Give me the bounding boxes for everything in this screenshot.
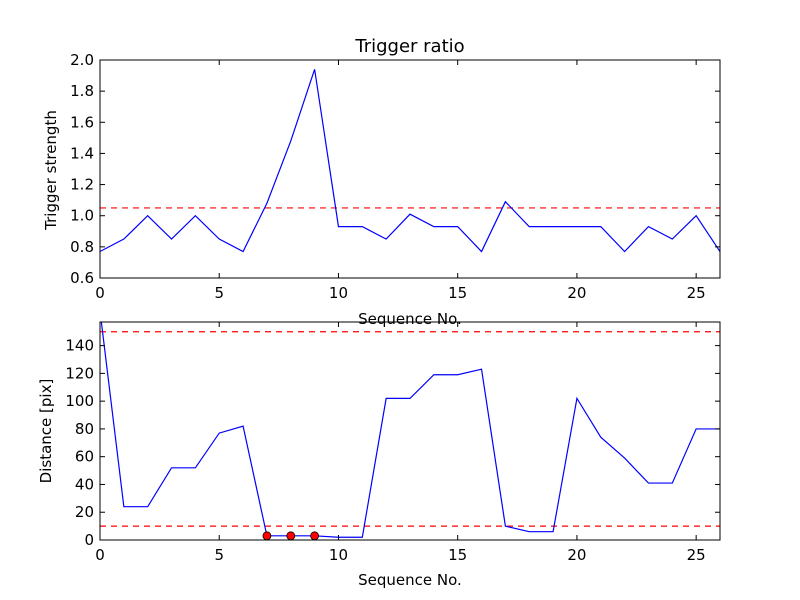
y-tick-label: 0.8 <box>70 238 94 256</box>
x-tick-label: 20 <box>567 284 586 302</box>
y-tick-label: 120 <box>65 364 94 382</box>
plot-content <box>100 322 720 538</box>
x-tick-label: 0 <box>95 284 105 302</box>
series-line <box>100 322 720 538</box>
y-tick-label: 80 <box>75 420 94 438</box>
plot-content <box>100 69 720 253</box>
plot-area: 0 5 10 15 20 25 0 20 40 60 80 100 120 140 <box>65 321 721 564</box>
y-tick-label: 1.8 <box>70 82 94 100</box>
x-axis-label: Sequence No. <box>358 310 462 328</box>
x-tick-label: 25 <box>687 546 706 564</box>
y-tick-label: 2.0 <box>70 51 94 69</box>
y-tick-label: 40 <box>75 475 94 493</box>
y-tick-label: 0.6 <box>70 269 94 287</box>
x-tick-label: 10 <box>329 546 348 564</box>
x-tick-label: 10 <box>329 284 348 302</box>
y-axis-label: Distance [pix] <box>37 379 55 484</box>
series-line <box>100 69 720 253</box>
y-tick-label: 1.2 <box>70 176 94 194</box>
x-tick-label: 20 <box>567 546 586 564</box>
x-tick-label: 5 <box>214 284 224 302</box>
y-tick-label: 1.6 <box>70 113 94 131</box>
y-tick-label: 60 <box>75 448 94 466</box>
data-point-marker <box>262 531 272 541</box>
x-axis-label: Sequence No. <box>358 571 462 589</box>
y-axis-label: Trigger strength <box>42 110 60 231</box>
y-tick-label: 20 <box>75 503 94 521</box>
x-tick-label: 15 <box>448 284 467 302</box>
plot-frame <box>99 321 721 541</box>
data-point-marker <box>310 531 320 541</box>
y-tick-label: 100 <box>65 392 94 410</box>
y-tick-label: 1.4 <box>70 144 94 162</box>
x-tick-label: 5 <box>214 546 224 564</box>
chart-title: Trigger ratio <box>354 36 464 57</box>
y-tick-label: 140 <box>65 337 94 355</box>
x-tick-label: 25 <box>687 284 706 302</box>
y-tick-label: 1.0 <box>70 207 94 225</box>
plot-frame <box>99 59 721 279</box>
x-tick-label: 15 <box>448 546 467 564</box>
y-tick-label: 0 <box>84 531 94 549</box>
trigger-ratio-panel: Trigger ratio Sequence No. Trigger stren… <box>42 36 721 328</box>
plot-area: 0 5 10 15 20 25 0.6 0.8 1.0 1.2 1.4 1.6 1.8 2.0 <box>70 51 721 302</box>
data-point-marker <box>286 531 296 541</box>
x-tick-label: 0 <box>95 546 105 564</box>
distance-panel: Sequence No. Distance [pix] 0 5 10 15 20 25 0 2… <box>37 321 721 589</box>
